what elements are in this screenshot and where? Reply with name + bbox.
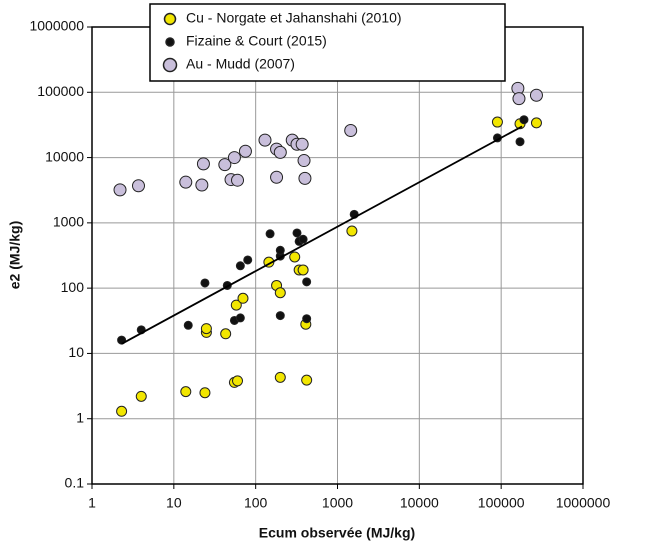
point [258, 133, 272, 147]
point [195, 178, 209, 192]
x-tick-label: 1000000 [556, 495, 611, 511]
point [275, 311, 285, 321]
point [346, 225, 358, 237]
x-tick-label: 10 [166, 495, 182, 511]
point [275, 245, 285, 255]
x-tick-label: 10000 [400, 495, 439, 511]
y-tick-label: 1000 [53, 214, 84, 230]
point [344, 123, 358, 137]
legend-marker [162, 57, 178, 73]
point [113, 183, 127, 197]
point [135, 390, 147, 402]
legend: Cu - Norgate et Jahanshahi (2010) Fizaine… [149, 3, 506, 82]
point [529, 88, 543, 102]
legend-label: Au - Mudd (2007) [186, 56, 295, 72]
x-tick-label: 100 [244, 495, 268, 511]
point [238, 144, 252, 158]
x-tick-label: 100000 [478, 495, 525, 511]
point [519, 115, 529, 125]
x-tick-label: 1000 [322, 495, 353, 511]
point [200, 323, 212, 335]
legend-box [149, 3, 506, 82]
point [289, 251, 301, 263]
point [515, 137, 525, 147]
y-axis-title: e2 (MJ/kg) [7, 221, 23, 289]
point [265, 229, 275, 239]
point [274, 371, 286, 383]
x-tick-label: 1 [88, 495, 96, 511]
trend-line [121, 125, 523, 345]
point [227, 151, 241, 165]
point [302, 277, 312, 287]
point [200, 278, 210, 288]
point [301, 374, 313, 386]
point [274, 287, 286, 299]
point [131, 179, 145, 193]
point [270, 170, 284, 184]
y-tick-label: 1000000 [29, 18, 84, 34]
point [237, 292, 249, 304]
point [297, 154, 311, 168]
legend-marker [165, 37, 175, 47]
y-tick-label: 10000 [45, 148, 84, 164]
y-tick-label: 100000 [37, 83, 84, 99]
legend-label: Cu - Norgate et Jahanshahi (2010) [186, 10, 402, 26]
point [235, 261, 245, 271]
point [512, 92, 526, 106]
point [273, 145, 287, 159]
legend-marker [163, 12, 177, 26]
y-tick-label: 0.1 [65, 475, 85, 491]
point [220, 328, 232, 340]
point [295, 137, 309, 151]
y-tick-label: 1 [76, 409, 84, 425]
point [292, 228, 302, 238]
point [116, 405, 128, 417]
point [302, 314, 312, 324]
point [243, 255, 253, 265]
point [183, 320, 193, 330]
point [218, 158, 232, 172]
point [530, 117, 542, 129]
legend-label: Fizaine & Court (2015) [186, 33, 327, 49]
y-tick-label: 100 [61, 279, 85, 295]
point [179, 175, 193, 189]
point [298, 234, 308, 244]
y-tick-label: 10 [68, 344, 84, 360]
point [196, 157, 210, 171]
point [298, 171, 312, 185]
point [297, 264, 309, 276]
point [491, 116, 503, 128]
x-axis-title: Ecum observée (MJ/kg) [259, 525, 415, 541]
point [230, 299, 242, 311]
point [180, 386, 192, 398]
point [235, 313, 245, 323]
point [231, 173, 245, 187]
point [232, 375, 244, 387]
point [199, 387, 211, 399]
